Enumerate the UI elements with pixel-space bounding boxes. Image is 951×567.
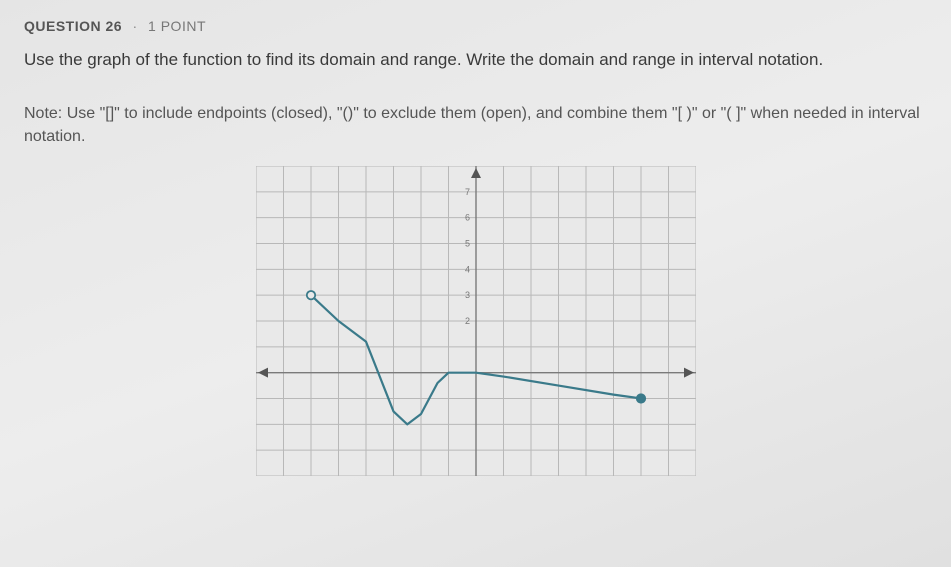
svg-text:2: 2	[464, 316, 469, 326]
question-page: QUESTION 26 · 1 POINT Use the graph of t…	[0, 0, 951, 567]
function-graph: 2 3 4 5 6 7	[256, 166, 696, 476]
question-prompt: Use the graph of the function to find it…	[24, 48, 927, 72]
header-separator: ·	[132, 18, 137, 34]
svg-text:7: 7	[464, 187, 469, 197]
svg-text:6: 6	[464, 213, 469, 223]
svg-text:5: 5	[464, 239, 469, 249]
question-points: 1 POINT	[148, 18, 206, 34]
question-header: QUESTION 26 · 1 POINT	[24, 18, 927, 34]
svg-text:3: 3	[464, 290, 469, 300]
svg-text:4: 4	[464, 265, 469, 275]
question-number: QUESTION 26	[24, 18, 122, 34]
chart-container: 2 3 4 5 6 7	[24, 166, 927, 476]
question-note: Note: Use "[]" to include endpoints (clo…	[24, 102, 927, 148]
